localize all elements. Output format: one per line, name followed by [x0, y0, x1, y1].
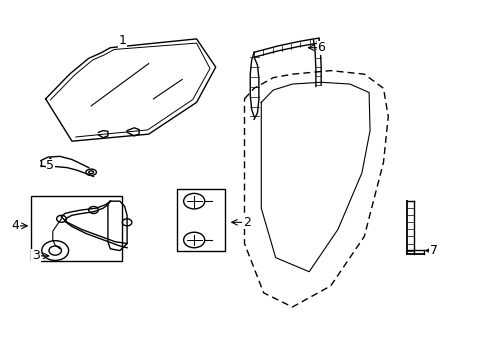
Text: 2: 2	[243, 216, 250, 229]
Bar	[31, 196, 122, 261]
Text: 1: 1	[118, 34, 126, 47]
Text: 3: 3	[32, 249, 40, 262]
Text: 7: 7	[429, 244, 437, 257]
Text: 6: 6	[317, 41, 325, 54]
Text: 5: 5	[46, 159, 54, 172]
Text: 4: 4	[12, 219, 20, 232]
Bar	[177, 189, 225, 251]
